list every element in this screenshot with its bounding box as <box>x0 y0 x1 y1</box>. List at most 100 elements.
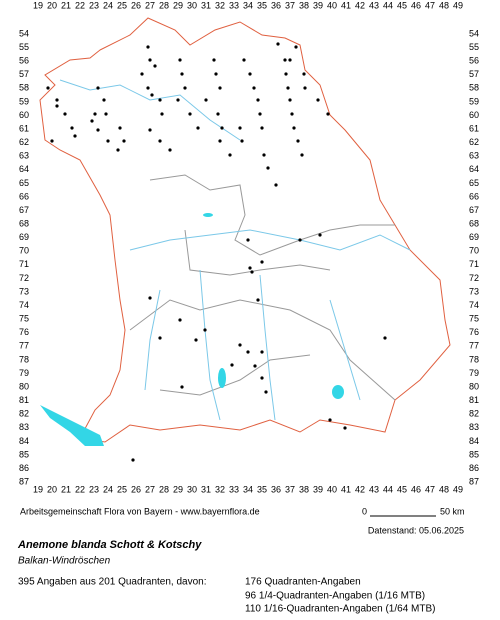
column-label: 20 <box>47 484 57 494</box>
record-dot <box>218 86 222 90</box>
column-label: 39 <box>313 0 323 10</box>
row-label: 56 <box>469 56 479 66</box>
row-label: 71 <box>19 259 29 269</box>
row-label: 79 <box>469 368 479 378</box>
column-label: 23 <box>89 484 99 494</box>
column-label: 35 <box>257 484 267 494</box>
column-label: 49 <box>453 0 463 10</box>
record-dot <box>230 363 234 367</box>
column-label: 28 <box>159 484 169 494</box>
row-label: 73 <box>469 286 479 296</box>
column-label: 38 <box>299 0 309 10</box>
column-label: 33 <box>229 0 239 10</box>
column-label: 27 <box>145 484 155 494</box>
row-label: 86 <box>469 463 479 473</box>
column-label: 31 <box>201 0 211 10</box>
record-dot <box>204 98 208 102</box>
record-dot <box>256 98 260 102</box>
record-dots <box>46 42 387 462</box>
row-label: 65 <box>19 178 29 188</box>
record-dot <box>122 139 126 143</box>
record-dot <box>283 58 287 62</box>
row-label: 74 <box>19 300 29 310</box>
record-dot <box>260 126 264 130</box>
row-label: 83 <box>469 422 479 432</box>
row-labels: 54 54 55 55 56 56 57 57 58 58 59 59 60 60 61 61 62 62 63 63… <box>19 28 479 486</box>
record-dot <box>266 166 270 170</box>
record-dot <box>73 134 77 138</box>
column-label: 25 <box>117 0 127 10</box>
record-dot <box>153 64 157 68</box>
row-label: 77 <box>469 341 479 351</box>
record-dot <box>188 112 192 116</box>
record-dot <box>146 86 150 90</box>
record-dot <box>260 350 264 354</box>
row-label: 68 <box>19 218 29 228</box>
row-label: 77 <box>19 341 29 351</box>
column-label: 21 <box>61 484 71 494</box>
record-dot <box>140 72 144 76</box>
column-label: 37 <box>285 484 295 494</box>
column-label: 37 <box>285 0 295 10</box>
column-label: 29 <box>173 0 183 10</box>
row-label: 67 <box>469 205 479 215</box>
column-labels: 19 19 20 20 21 21 22 22 23 23 24 24 25 25 26 26 27 27 28 28… <box>33 0 463 494</box>
column-label: 24 <box>103 0 113 10</box>
column-label: 30 <box>187 484 197 494</box>
row-label: 75 <box>19 314 29 324</box>
record-dot <box>178 318 182 322</box>
record-dot <box>318 233 322 237</box>
column-label: 35 <box>257 0 267 10</box>
scale-start: 0 <box>362 506 367 516</box>
record-dot <box>246 238 250 242</box>
column-label: 46 <box>411 484 421 494</box>
row-label: 67 <box>19 205 29 215</box>
row-label: 80 <box>469 381 479 391</box>
record-dot <box>158 336 162 340</box>
row-label: 57 <box>19 69 29 79</box>
column-label: 25 <box>117 484 127 494</box>
record-dot <box>248 72 252 76</box>
record-dot <box>96 86 100 90</box>
record-dot <box>158 139 162 143</box>
rivers <box>59 79 411 421</box>
record-dot <box>288 98 292 102</box>
record-dot <box>383 336 387 340</box>
row-label: 70 <box>469 246 479 256</box>
record-dot <box>148 58 152 62</box>
row-label: 64 <box>469 164 479 174</box>
row-label: 84 <box>469 436 479 446</box>
record-dot <box>240 139 244 143</box>
row-label: 82 <box>469 409 479 419</box>
column-label: 30 <box>187 0 197 10</box>
credit: Arbeitsgemeinschaft Flora von Bayern - w… <box>20 506 260 516</box>
row-label: 69 <box>19 232 29 242</box>
record-dot <box>302 72 306 76</box>
row-label: 85 <box>469 449 479 459</box>
scale-end: 50 km <box>440 506 465 516</box>
record-dot <box>252 86 256 90</box>
record-dot <box>212 58 216 62</box>
column-label: 47 <box>425 0 435 10</box>
row-label: 78 <box>19 354 29 364</box>
column-label: 22 <box>75 484 85 494</box>
column-label: 32 <box>215 0 225 10</box>
row-label: 70 <box>19 246 29 256</box>
column-label: 47 <box>425 484 435 494</box>
record-dot <box>260 260 264 264</box>
record-dot <box>90 119 94 123</box>
row-label: 72 <box>469 273 479 283</box>
breakdown: 176 Quadranten-Angaben <box>245 577 361 588</box>
row-label: 61 <box>19 123 29 133</box>
record-dot <box>343 426 347 430</box>
row-label: 62 <box>469 137 479 147</box>
record-dot <box>292 126 296 130</box>
row-label: 66 <box>19 191 29 201</box>
column-label: 34 <box>243 0 253 10</box>
row-label: 59 <box>469 96 479 106</box>
record-dot <box>294 45 298 49</box>
column-label: 20 <box>47 0 57 10</box>
record-dot <box>93 112 97 116</box>
row-label: 55 <box>469 42 479 52</box>
record-dot <box>238 126 242 130</box>
